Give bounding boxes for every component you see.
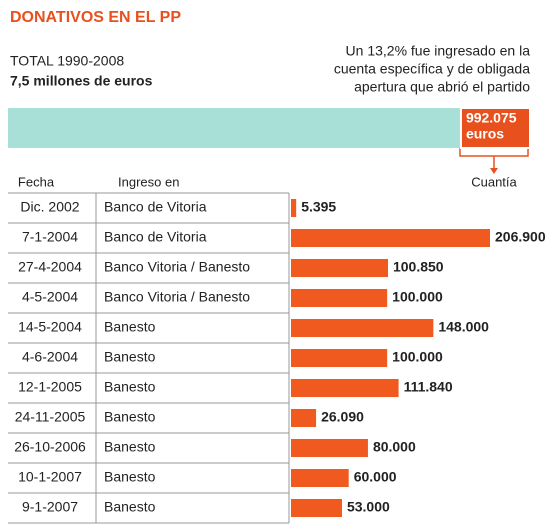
bar xyxy=(291,229,490,247)
bank: Banco Vitoria / Banesto xyxy=(104,289,250,305)
total-bar xyxy=(8,108,530,148)
date: 7-1-2004 xyxy=(22,229,78,245)
date: 10-1-2007 xyxy=(18,469,82,485)
value-label: 80.000 xyxy=(373,439,416,455)
part-label: 992.075 xyxy=(466,110,517,126)
date: 24-11-2005 xyxy=(15,409,86,425)
value-label: 206.900 xyxy=(495,229,546,245)
value-label: 5.395 xyxy=(301,199,336,215)
bank: Banesto xyxy=(104,319,156,335)
bank: Banco Vitoria / Banesto xyxy=(104,259,250,275)
bar xyxy=(291,499,342,517)
bar xyxy=(291,319,434,337)
bar xyxy=(291,199,297,217)
date: Dic. 2002 xyxy=(20,199,79,215)
value-label: 111.840 xyxy=(404,379,453,395)
bar xyxy=(291,469,349,487)
value-label: 60.000 xyxy=(354,469,397,485)
date: 26-10-2006 xyxy=(14,439,86,455)
bank: Banesto xyxy=(104,469,156,485)
header: Fecha xyxy=(18,174,55,189)
date: 4-5-2004 xyxy=(22,289,78,305)
header: Ingreso en xyxy=(118,174,179,189)
value-label: 53.000 xyxy=(347,499,390,515)
bank: Banesto xyxy=(104,349,156,365)
date: 12-1-2005 xyxy=(18,379,82,395)
bank: Banco de Vitoria xyxy=(104,199,207,215)
value-label: 100.000 xyxy=(392,289,443,305)
bar xyxy=(291,259,388,277)
value-label: 100.000 xyxy=(392,349,443,365)
date: 14-5-2004 xyxy=(18,319,82,335)
bank: Banesto xyxy=(104,379,156,395)
note-line: cuenta específica y de obligada xyxy=(334,61,530,77)
part-bar xyxy=(459,107,531,149)
note-line: apertura que abrió el partido xyxy=(354,79,530,95)
title: DONATIVOS EN EL PP xyxy=(10,9,181,26)
value-label: 148.000 xyxy=(438,319,489,335)
bar xyxy=(291,349,388,367)
note-line: Un 13,2% fue ingresado en la xyxy=(346,43,531,59)
date: 9-1-2007 xyxy=(22,499,78,515)
bracket xyxy=(459,148,529,170)
date: 27-4-2004 xyxy=(18,259,82,275)
total-period: TOTAL 1990-2008 xyxy=(10,53,124,69)
bar xyxy=(291,439,368,457)
value-label: 26.090 xyxy=(321,409,364,425)
bank: Banco de Vitoria xyxy=(104,229,207,245)
bank: Banesto xyxy=(104,439,156,455)
bank: Banesto xyxy=(104,499,156,515)
total-label: 7,5 millones de euros xyxy=(10,73,153,89)
bar xyxy=(291,379,399,397)
header: Cuantía xyxy=(471,174,517,189)
bar xyxy=(291,289,388,307)
bar xyxy=(291,409,317,427)
bank: Banesto xyxy=(104,409,156,425)
part-unit: euros xyxy=(466,126,504,142)
date: 4-6-2004 xyxy=(22,349,78,365)
value-label: 100.850 xyxy=(393,259,444,275)
arrow xyxy=(490,168,498,174)
